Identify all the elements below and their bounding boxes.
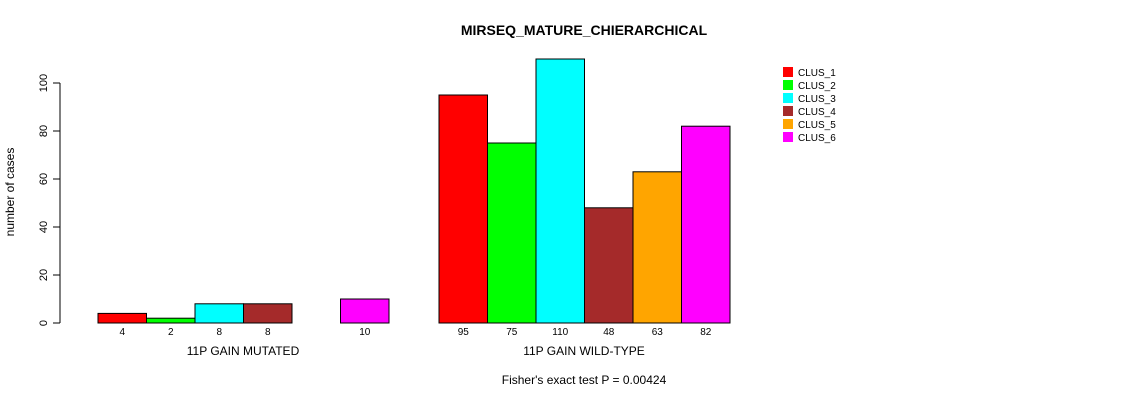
legend-label: CLUS_3 <box>798 94 836 105</box>
chart-title: MIRSEQ_MATURE_CHIERARCHICAL <box>461 22 708 38</box>
bar-labels: 4 2 8 8 10 95 75 110 48 63 82 <box>119 327 711 338</box>
bar-clus-2-group-2 <box>487 142 537 324</box>
bars <box>97 58 731 324</box>
legend-swatch <box>783 132 793 142</box>
bar-clus-6-group-2 <box>681 125 731 324</box>
legend-swatch <box>783 67 793 77</box>
bar-clus-1-group-1 <box>97 312 147 324</box>
bar-value-label: 82 <box>700 327 712 338</box>
y-tick-label: 80 <box>38 125 50 137</box>
bar-clus-4-group-1 <box>243 303 293 324</box>
legend-swatch <box>783 106 793 116</box>
group-label-wildtype: 11P GAIN WILD-TYPE <box>523 344 645 358</box>
bar-value-label: 75 <box>506 327 518 338</box>
legend-label: CLUS_4 <box>798 107 836 118</box>
bar-clus-3-group-2 <box>535 58 585 324</box>
bar-value-label: 2 <box>168 327 174 338</box>
y-tick-label: 60 <box>38 173 50 185</box>
legend-label: CLUS_1 <box>798 68 836 79</box>
bar-value-label: 8 <box>265 327 271 338</box>
bar-value-label: 8 <box>216 327 222 338</box>
y-axis-label: number of cases <box>3 148 17 237</box>
bar-clus-6-group-1 <box>340 298 390 324</box>
bar-value-label: 48 <box>603 327 615 338</box>
legend-label: CLUS_5 <box>798 120 836 131</box>
bar-clus-2-group-1 <box>146 317 196 324</box>
legend-label: CLUS_2 <box>798 81 836 92</box>
bar-value-label: 95 <box>458 327 470 338</box>
bar-clus-1-group-2 <box>438 94 488 324</box>
bar-value-label: 63 <box>652 327 664 338</box>
legend-swatch <box>783 80 793 90</box>
y-tick-label: 40 <box>38 221 50 233</box>
bar-value-label: 4 <box>119 327 125 338</box>
footnote: Fisher's exact test P = 0.00424 <box>502 373 667 387</box>
bar-clus-5-group-2 <box>632 171 682 324</box>
bar-value-label: 10 <box>359 327 371 338</box>
group-label-mutated: 11P GAIN MUTATED <box>187 344 300 358</box>
legend-swatch <box>783 93 793 103</box>
legend-swatch <box>783 119 793 129</box>
bar-value-label: 110 <box>552 327 568 338</box>
y-tick-label: 0 <box>38 320 50 326</box>
y-axis: 0 20 40 60 80 100 <box>38 74 61 326</box>
legend: CLUS_1 CLUS_2 CLUS_3 CLUS_4 CLUS_5 CLUS_6 <box>783 67 836 144</box>
y-tick-label: 20 <box>38 269 50 281</box>
y-tick-label: 100 <box>38 74 50 92</box>
bar-clus-4-group-2 <box>584 207 634 324</box>
bar-clus-3-group-1 <box>194 303 244 324</box>
legend-label: CLUS_6 <box>798 133 836 144</box>
